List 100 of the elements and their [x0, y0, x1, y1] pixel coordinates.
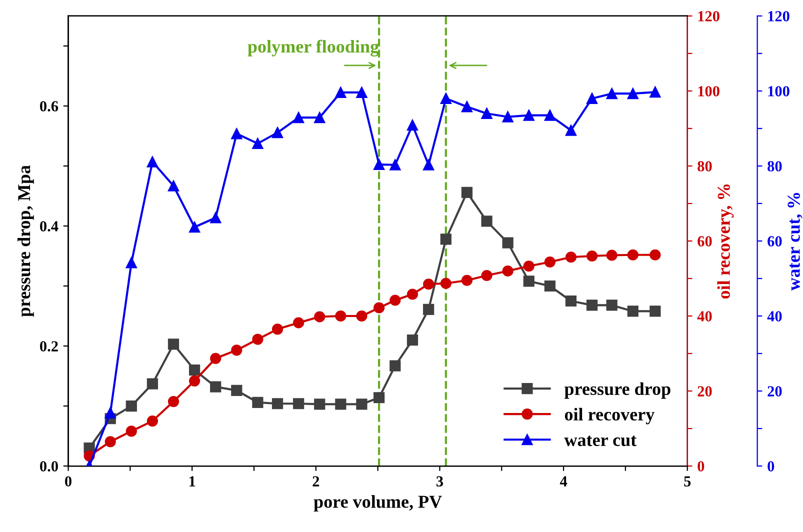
point: [440, 92, 452, 104]
point: [481, 108, 492, 120]
point: [272, 324, 284, 335]
point: [627, 306, 638, 317]
point: [272, 398, 284, 410]
point: [440, 278, 452, 289]
point: [314, 112, 326, 124]
y3-tick-label: 120: [768, 11, 790, 22]
y-tick-label: 0.2: [40, 341, 58, 352]
y2-tick-label: 60: [698, 236, 712, 246]
point: [523, 260, 534, 272]
point: [335, 398, 346, 410]
point: [126, 426, 137, 437]
y3-tick-label: 80: [768, 161, 782, 172]
point: [356, 310, 368, 322]
y3-axis-title: water cut, %: [788, 192, 803, 291]
legend-label: pressure drop: [564, 382, 670, 399]
x-tick-label: 2: [312, 476, 320, 486]
point: [168, 338, 180, 350]
point: [481, 270, 492, 282]
point: [606, 250, 618, 261]
point: [168, 396, 180, 408]
y2-tick-label: 0: [698, 461, 704, 472]
point: [565, 252, 577, 263]
point: [314, 311, 326, 322]
y-axis-title: pressure drop, Mpa: [18, 165, 34, 317]
y3-tick-label: 40: [767, 311, 782, 322]
point: [146, 378, 158, 390]
point: [650, 306, 661, 317]
point: [502, 111, 514, 122]
point: [502, 237, 514, 248]
point: [146, 156, 158, 168]
point: [231, 384, 242, 396]
point: [423, 159, 434, 170]
x-tick-label: 5: [684, 476, 691, 487]
point: [293, 398, 304, 410]
x-axis-title: pore volume, PV: [314, 495, 442, 512]
point: [406, 288, 418, 300]
point: [373, 158, 385, 170]
point: [606, 300, 618, 311]
point: [104, 407, 116, 418]
point: [523, 110, 534, 121]
point: [544, 256, 556, 268]
y-tick-label: 0.6: [40, 101, 58, 112]
point: [252, 396, 264, 408]
y2-axis-title: oil recovery, %: [717, 184, 734, 299]
point: [252, 334, 264, 345]
point: [544, 280, 556, 292]
point: [586, 92, 598, 104]
point: [586, 250, 598, 262]
point: [146, 415, 158, 427]
point: [272, 127, 284, 138]
point: [650, 86, 661, 98]
point: [293, 317, 304, 328]
point: [406, 120, 418, 131]
point: [210, 352, 222, 364]
point: [461, 101, 473, 112]
point: [423, 304, 434, 315]
point: [126, 400, 137, 412]
y2-tick-label: 20: [698, 386, 712, 396]
point: [168, 180, 180, 192]
point: [390, 159, 401, 170]
point: [335, 310, 346, 322]
point: [544, 110, 556, 121]
point: [356, 86, 368, 98]
legend-label: water cut: [564, 436, 637, 446]
text: 0.0: [40, 461, 58, 472]
point: [565, 124, 577, 136]
point: [126, 257, 137, 268]
point: [335, 86, 346, 98]
point: [373, 392, 385, 404]
y2-tick-label: 100: [698, 86, 720, 96]
point: [523, 276, 534, 287]
point: [606, 88, 618, 100]
point: [189, 364, 200, 376]
point: [356, 398, 368, 410]
point: [231, 128, 242, 140]
y3-tick-label: 60: [768, 236, 782, 246]
legend-label: oil recovery: [564, 408, 654, 424]
point: [502, 265, 514, 277]
point: [390, 294, 401, 306]
point: [627, 249, 638, 260]
y2-tick-label: 120: [698, 11, 720, 22]
y3-tick-label: 0: [768, 461, 774, 472]
point: [627, 88, 638, 100]
point: [650, 249, 661, 260]
point: [210, 212, 222, 224]
y3-tick-label: 20: [768, 386, 782, 396]
point: [373, 302, 385, 314]
point: [461, 186, 473, 198]
x-tick-label: 3: [436, 476, 444, 487]
point: [189, 375, 200, 386]
point: [293, 112, 304, 124]
point: [423, 278, 434, 290]
point: [481, 216, 492, 227]
point: [390, 360, 401, 372]
y2-tick-label: 40: [697, 311, 712, 322]
point: [586, 300, 598, 311]
point: [252, 138, 264, 150]
x-tick-label: 0: [65, 476, 72, 487]
